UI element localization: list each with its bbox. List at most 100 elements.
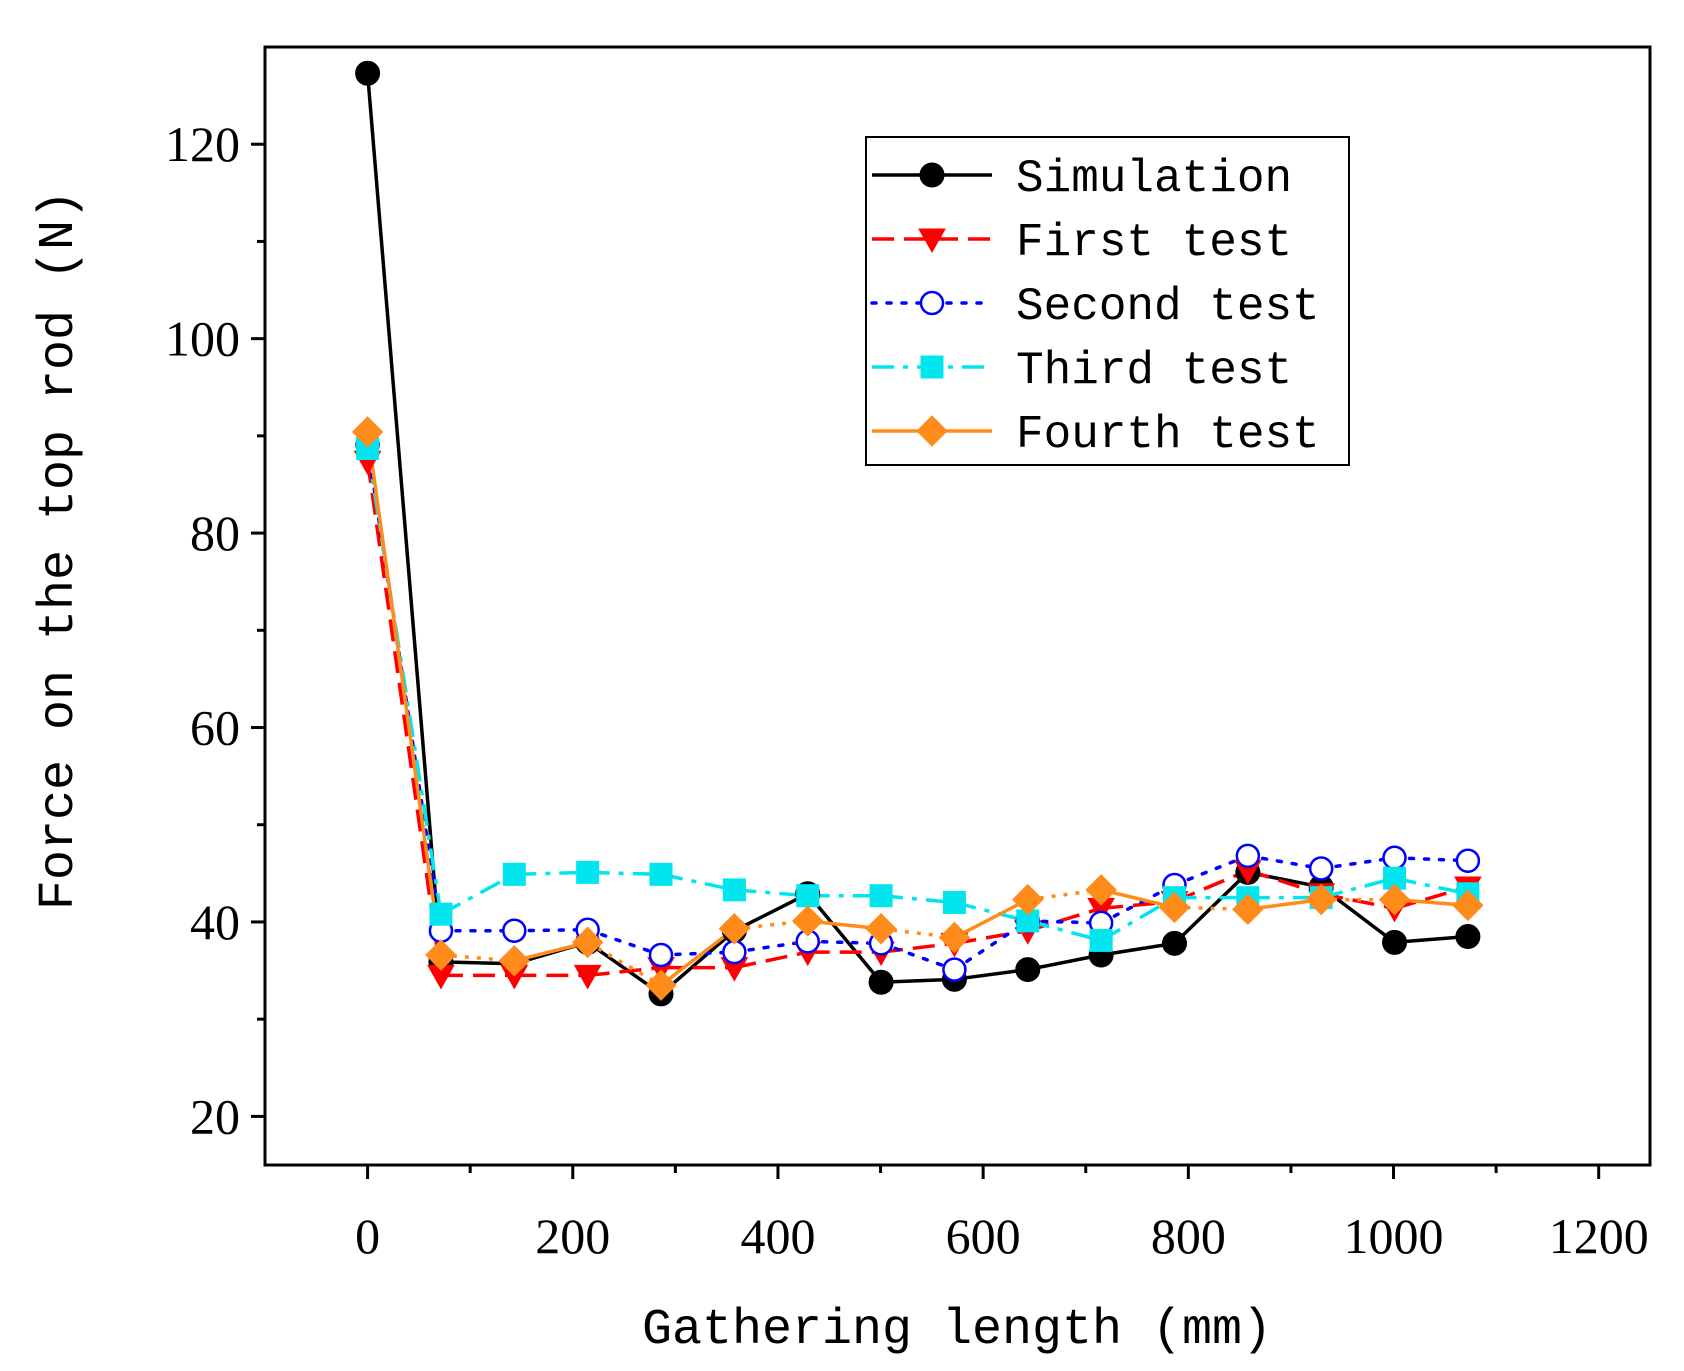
legend: Simulation First test Second test Third tes… bbox=[865, 136, 1350, 466]
data-point bbox=[1455, 924, 1481, 950]
legend-label: Fourth test bbox=[1016, 409, 1320, 461]
data-point bbox=[649, 862, 673, 886]
data-point bbox=[1378, 883, 1411, 916]
series-line-segment bbox=[1320, 876, 1395, 900]
legend-frame bbox=[865, 136, 1350, 466]
data-point bbox=[1382, 845, 1407, 871]
data-point bbox=[576, 860, 600, 884]
legend-marker bbox=[916, 415, 948, 447]
axes: 0 200 400 600 800 1000 1200 20 40 60 80 100 120 bbox=[165, 116, 1649, 1264]
data-point bbox=[502, 862, 526, 886]
data-point bbox=[1012, 883, 1044, 916]
data-point bbox=[942, 891, 966, 915]
legend-item: Simulation bbox=[872, 153, 1292, 205]
series-third-test bbox=[365, 448, 1469, 943]
series-line-segment bbox=[806, 892, 883, 984]
data-point bbox=[792, 905, 824, 937]
x-tick-label: 1000 bbox=[1344, 1208, 1444, 1264]
markers-fourth-test bbox=[351, 416, 1484, 1001]
legend-label: Second test bbox=[1016, 281, 1320, 333]
series-line-segment bbox=[953, 898, 1029, 940]
series-line-segment bbox=[586, 940, 662, 987]
series-line-segment bbox=[1394, 885, 1469, 911]
series-line-segment bbox=[953, 900, 1029, 923]
series-line-segment bbox=[365, 431, 443, 956]
y-tick-label: 120 bbox=[165, 116, 240, 172]
legend-item: Fourth test bbox=[872, 409, 1320, 461]
series-line-segment bbox=[880, 941, 955, 954]
legend-marker bbox=[919, 290, 945, 316]
series-line-segment bbox=[659, 927, 736, 987]
series-line-segment bbox=[587, 965, 662, 978]
y-tick-label: 40 bbox=[190, 894, 240, 950]
data-point bbox=[1161, 930, 1187, 956]
x-tick-label: 600 bbox=[946, 1208, 1021, 1264]
legend-marker bbox=[919, 162, 945, 188]
legend-item: Third test bbox=[872, 345, 1292, 397]
plot-frame bbox=[263, 45, 1652, 1167]
series-line-segment bbox=[365, 442, 443, 933]
data-point bbox=[869, 884, 893, 908]
data-point bbox=[718, 913, 751, 945]
y-tick-label: 80 bbox=[190, 505, 240, 561]
data-point bbox=[1235, 843, 1261, 869]
series-line-segment bbox=[1100, 896, 1176, 942]
data-point bbox=[1085, 874, 1117, 906]
data-point bbox=[645, 969, 677, 1001]
series-line-segment bbox=[587, 870, 662, 877]
data-point bbox=[1089, 928, 1113, 952]
series-line-segment bbox=[365, 460, 443, 976]
legend-item: Second test bbox=[870, 281, 1320, 333]
x-tick-label: 800 bbox=[1151, 1208, 1226, 1264]
series-line-segment bbox=[1246, 854, 1323, 871]
data-point bbox=[355, 60, 381, 86]
series-line-segment bbox=[440, 872, 516, 916]
data-point bbox=[498, 945, 531, 977]
data-point bbox=[425, 939, 457, 971]
series-line-segment bbox=[1027, 919, 1102, 943]
series-line-segment bbox=[954, 928, 1029, 946]
data-point bbox=[1308, 856, 1334, 881]
series-line-segment bbox=[585, 927, 663, 957]
series-line-segment bbox=[1027, 906, 1102, 933]
data-point bbox=[1452, 889, 1484, 922]
data-point bbox=[722, 878, 746, 902]
series-line-segment bbox=[733, 950, 809, 970]
series-fourth-test bbox=[365, 431, 1469, 987]
legend-marker bbox=[920, 355, 944, 379]
data-point bbox=[796, 884, 820, 908]
data-point bbox=[429, 902, 453, 926]
x-axis-title: Gathering length (mm) bbox=[642, 1302, 1272, 1359]
data-point bbox=[865, 913, 897, 945]
data-point bbox=[502, 918, 527, 943]
data-point bbox=[1015, 957, 1041, 983]
series-line-segment bbox=[514, 870, 588, 877]
data-point bbox=[942, 957, 967, 982]
y-tick-label: 20 bbox=[190, 1088, 240, 1144]
data-point bbox=[938, 921, 971, 954]
x-tick-label: 400 bbox=[740, 1208, 815, 1264]
series-line-segment bbox=[1319, 856, 1397, 871]
series-line-segment bbox=[660, 872, 735, 892]
legend-label: Simulation bbox=[1016, 153, 1292, 205]
data-point bbox=[571, 926, 604, 959]
series-line-segment bbox=[880, 893, 955, 905]
series-line-segment bbox=[1100, 899, 1175, 911]
legend-marker bbox=[918, 228, 946, 254]
y-tick-label: 60 bbox=[190, 700, 240, 756]
data-point bbox=[868, 969, 894, 995]
legend-label: First test bbox=[1016, 217, 1292, 269]
y-tick-label: 100 bbox=[165, 311, 240, 367]
x-tick-label: 1200 bbox=[1549, 1208, 1649, 1264]
series-line-segment bbox=[365, 73, 443, 962]
data-point bbox=[1158, 891, 1191, 924]
data-point bbox=[1232, 893, 1264, 926]
data-point bbox=[648, 942, 674, 968]
series-second-test bbox=[365, 442, 1470, 972]
series-line-segment bbox=[952, 919, 1030, 972]
series-layer bbox=[351, 60, 1484, 1007]
series-line-segment bbox=[1099, 883, 1177, 925]
series-line-segment bbox=[879, 941, 957, 972]
series-line-segment bbox=[733, 892, 809, 933]
